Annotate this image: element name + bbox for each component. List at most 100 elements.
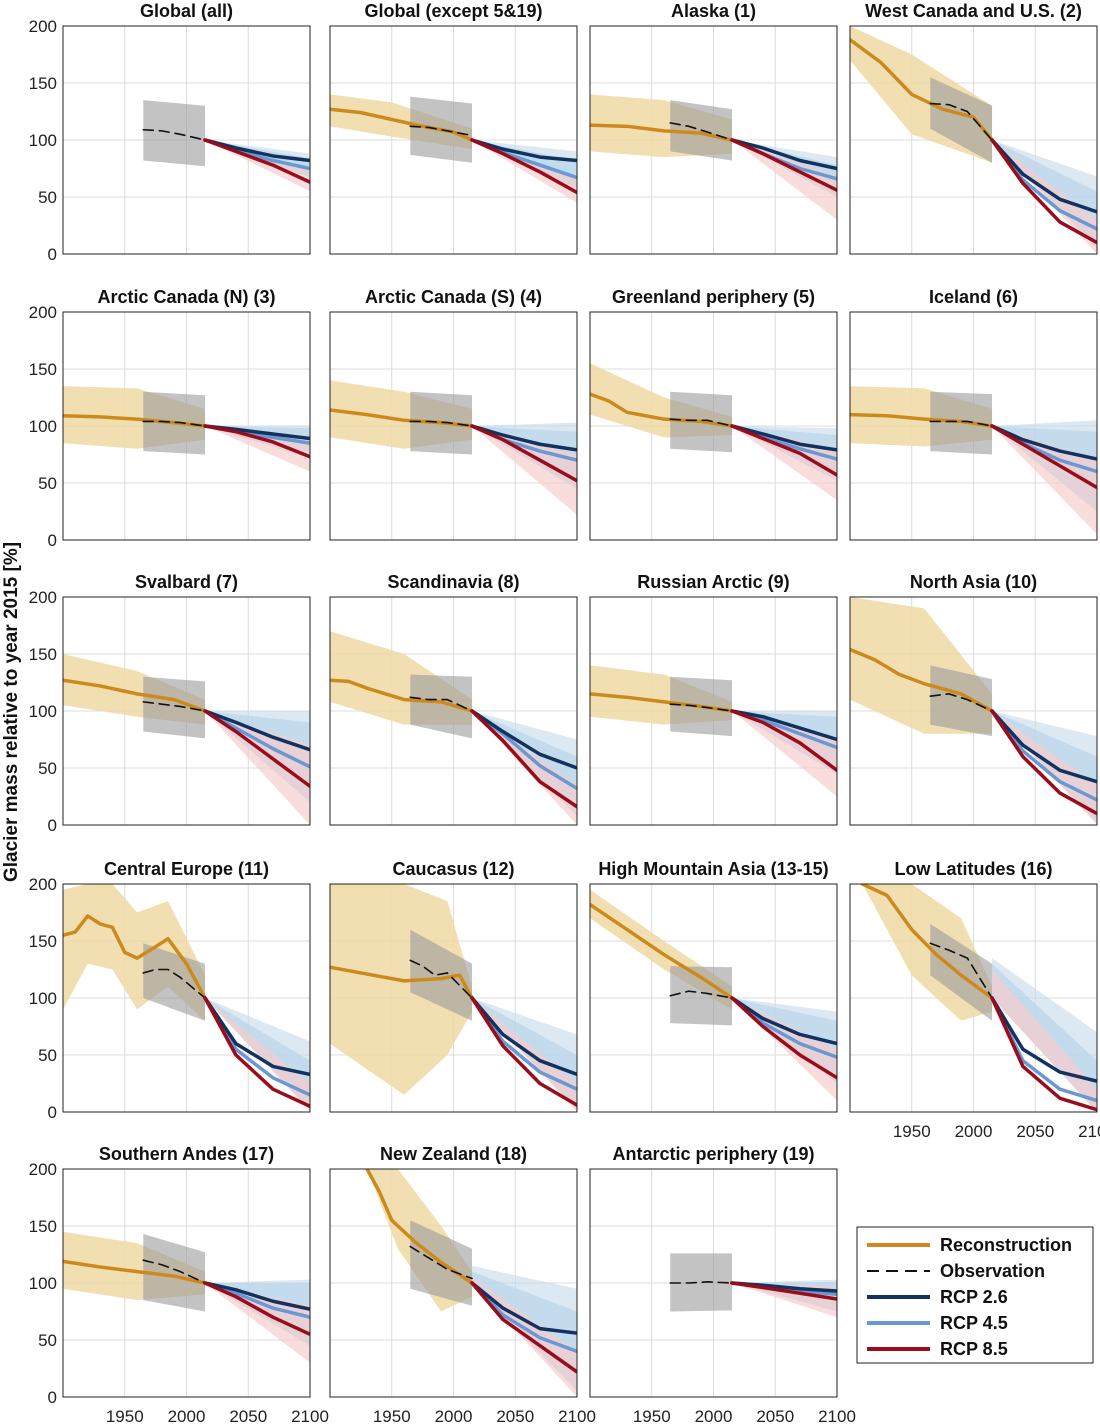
axes-frame [589, 311, 838, 541]
rcp85-line [470, 424, 577, 483]
y-tick-label: 100 [29, 1274, 57, 1293]
panel-9: Svalbard (7) 0 50 100 150 200 [29, 572, 311, 835]
rcp26-line [730, 709, 837, 742]
panel-title: Alaska (1) [671, 1, 756, 21]
y-tick-label: 0 [48, 1103, 57, 1122]
observation-band [930, 77, 993, 163]
observation-line [669, 703, 733, 712]
x-tick-label: 1950 [373, 1407, 411, 1424]
panel-7: Greenland periphery (5) [589, 287, 838, 541]
panel-title: Global (except 5&19) [364, 1, 542, 21]
legend-label-rcp85: RCP 8.5 [940, 1339, 1008, 1359]
panel-title: Southern Andes (17) [99, 1144, 274, 1164]
observation-line [669, 418, 733, 427]
rcp85-line [470, 1281, 577, 1374]
axes-frame [329, 883, 578, 1113]
x-tick-label: 2100 [818, 1407, 856, 1424]
axes-frame [329, 25, 578, 255]
x-tick-label: 2000 [695, 1407, 733, 1424]
observation-band [410, 929, 473, 1021]
y-tick-label: 0 [48, 1388, 57, 1407]
data-layer [330, 94, 577, 203]
rcp85-line [203, 996, 310, 1109]
panel-title: Central Europe (11) [104, 859, 269, 879]
rcp85-line [203, 424, 310, 459]
observation-band [930, 665, 993, 737]
rcp85-line [730, 996, 837, 1080]
rcp85-band [205, 426, 310, 472]
rcp85-line [990, 996, 1097, 1112]
axes-frame [589, 25, 838, 255]
observation-line [142, 420, 206, 427]
observation-band [930, 923, 993, 1021]
rcp85-line [730, 709, 837, 773]
observation-line [142, 968, 206, 999]
x-tick-label: 2000 [435, 1407, 473, 1424]
y-tick-label: 100 [29, 989, 57, 1008]
x-tick-label: 1950 [633, 1407, 671, 1424]
rcp85-line [990, 424, 1097, 490]
rcp26-line [730, 424, 837, 452]
panel-13: Central Europe (11) 0 50 100 150 200 [29, 859, 311, 1122]
legend-entries: Reconstruction Observation RCP 2.6 RCP 4.5 R… [867, 1235, 1072, 1359]
panel-title: Greenland periphery (5) [612, 287, 815, 307]
panel-title: Caucasus (12) [392, 859, 514, 879]
panel-15: High Mountain Asia (13-15) [589, 859, 838, 1113]
rcp85-line [990, 138, 1097, 245]
data-layer [330, 631, 577, 825]
rcp85-line [730, 138, 837, 192]
reconstruction-line [330, 107, 474, 142]
rcp85-line [203, 1281, 310, 1337]
x-tick-label: 2100 [1078, 1122, 1100, 1141]
rcp26-line [990, 424, 1097, 461]
y-tick-label: 200 [29, 588, 57, 607]
axes-frame [849, 25, 1098, 255]
axes-frame [849, 596, 1098, 826]
axes-frame [62, 883, 311, 1113]
legend-label-rcp45: RCP 4.5 [940, 1313, 1008, 1333]
observation-band [143, 943, 206, 1021]
panel-8: Iceland (6) [849, 287, 1098, 541]
data-layer [142, 100, 310, 192]
rcp85-band [472, 426, 577, 515]
rcp26-line [470, 138, 577, 163]
panel-2: Global (except 5&19) [329, 1, 578, 255]
y-tick-label: 0 [48, 531, 57, 550]
panel-title: Scandinavia (8) [387, 572, 519, 592]
observation-line [409, 1245, 473, 1280]
rcp85-band [205, 140, 310, 192]
rcp26-line [990, 138, 1097, 214]
x-tick-label: 1950 [893, 1122, 931, 1141]
panel-title: High Mountain Asia (13-15) [598, 859, 828, 879]
rcp26-line [470, 709, 577, 770]
panel-title: Svalbard (7) [135, 572, 238, 592]
rcp85-line [470, 138, 577, 195]
panel-3: Alaska (1) [589, 1, 838, 255]
axes-frame [589, 883, 838, 1113]
panel-12: North Asia (10) [849, 572, 1098, 826]
axes-frame [329, 596, 578, 826]
data-layer [63, 884, 310, 1112]
data-layer [850, 597, 1097, 825]
x-tick-label: 2050 [756, 1407, 794, 1424]
panel-title: North Asia (10) [910, 572, 1037, 592]
panel-title: Arctic Canada (S) (4) [365, 287, 542, 307]
x-tick-label: 1950 [106, 1407, 144, 1424]
observation-line [142, 701, 206, 712]
rcp26-line [203, 1281, 310, 1311]
x-tick-label: 2050 [229, 1407, 267, 1424]
y-tick-label: 150 [29, 74, 57, 93]
data-layer [330, 884, 577, 1112]
axes-frame [329, 1168, 578, 1398]
rcp26-line [990, 996, 1097, 1083]
panel-14: Caucasus (12) [329, 859, 578, 1113]
rcp26-line [730, 138, 837, 171]
panel-title: Russian Arctic (9) [637, 572, 789, 592]
data-layer [590, 94, 837, 220]
y-axis-label: Glacier mass relative to year 2015 [%] [1, 542, 22, 882]
data-layer [590, 889, 837, 1101]
data-layer [63, 386, 310, 472]
y-tick-label: 50 [38, 759, 57, 778]
observation-line [669, 122, 733, 141]
